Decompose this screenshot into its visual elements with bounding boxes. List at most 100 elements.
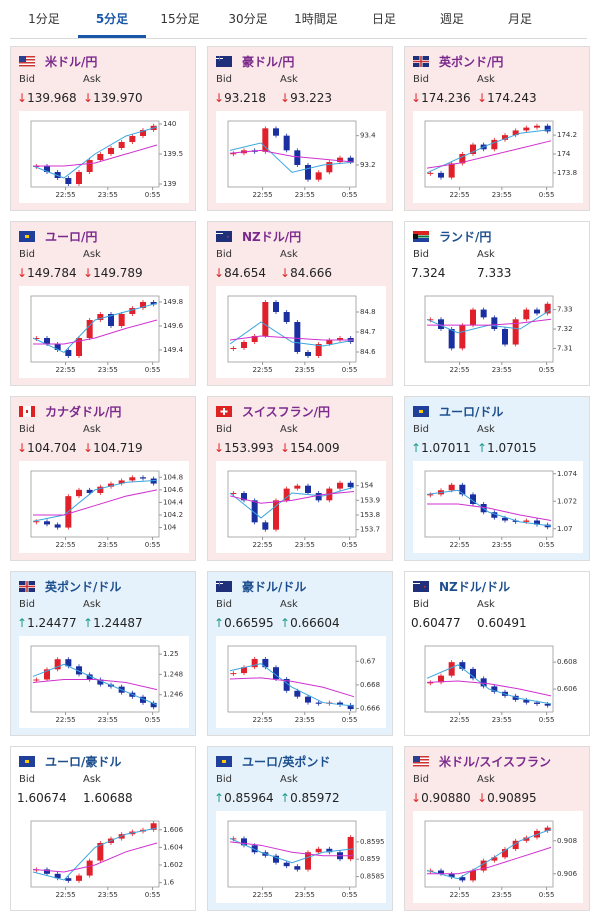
rate-card[interactable]: ユーロ/ドル Bid Ask ↑1.07011 ↑1.07015 1.07 1.072 1.0… xyxy=(404,396,590,561)
ask-price: 149.789 xyxy=(93,266,143,280)
x-tick-label: 0:55 xyxy=(342,191,358,199)
y-tick-label: 1.6 xyxy=(163,879,175,887)
rate-card[interactable]: 米ドル/円 Bid Ask ↓139.968 ↓139.970 139 139.5 140 22… xyxy=(10,46,196,211)
candle xyxy=(251,336,258,342)
x-tick-label: 22:55 xyxy=(449,541,469,549)
tab[interactable]: 5分足 xyxy=(78,0,146,38)
pair-name: NZドル/円 xyxy=(242,230,302,244)
y-tick-label: 174 xyxy=(557,150,571,158)
rate-card[interactable]: 英ポンド/円 Bid Ask ↓174.236 ↓174.243 173.8 174 174.… xyxy=(404,46,590,211)
rate-card[interactable]: NZドル/円 Bid Ask ↓84.654 ↓84.666 84.6 84.7 84.8 22… xyxy=(207,221,393,386)
tab[interactable]: 30分足 xyxy=(228,12,268,26)
y-tick-label: 0.859 xyxy=(360,855,380,863)
tab[interactable]: 月足 xyxy=(507,12,532,26)
plot-frame xyxy=(424,820,554,888)
flag-part xyxy=(25,235,29,238)
bid-label: Bid xyxy=(413,424,429,435)
flag xyxy=(216,231,232,242)
candle xyxy=(347,836,354,860)
ask-price: 104.719 xyxy=(93,441,143,455)
y-tick-label: 7.31 xyxy=(557,344,573,352)
x-tick-label: 23:55 xyxy=(295,541,315,549)
flag xyxy=(413,406,429,417)
moving-average xyxy=(426,664,552,705)
candle xyxy=(459,325,466,349)
bid-value: ↑1.07011 xyxy=(411,441,471,455)
tab[interactable]: 15分足 xyxy=(160,12,200,26)
x-tick-label: 0:55 xyxy=(342,716,358,724)
y-tick-label: 104.8 xyxy=(163,473,183,481)
flag xyxy=(19,581,35,592)
candle xyxy=(470,309,476,326)
rate-card[interactable]: 米ドル/スイスフラン Bid Ask ↓0.90880 ↓0.90895 0.906 0.9… xyxy=(404,746,590,911)
candle xyxy=(438,870,444,874)
y-tick-label: 84.7 xyxy=(360,328,376,336)
candle xyxy=(262,658,269,668)
candle xyxy=(273,667,279,679)
flag-part xyxy=(19,59,35,61)
candle xyxy=(480,309,487,318)
rate-card[interactable]: スイスフラン/円 Bid Ask ↓153.993 ↓154.009 153.7 153.8… xyxy=(207,396,393,561)
rate-card[interactable]: カナダドル/円 Bid Ask ↓104.704 ↓104.719 104 104.2 104… xyxy=(10,396,196,561)
bid-label: Bid xyxy=(216,424,232,435)
ask-value: ↑0.66604 xyxy=(280,616,340,630)
flag xyxy=(216,406,232,417)
rate-card[interactable]: ランド/円 Bid Ask 7.324 7.333 7.31 7.32 7.33 22:55 23… xyxy=(404,221,590,386)
bid-label: Bid xyxy=(19,599,35,610)
trend-arrow: ↑ xyxy=(477,441,488,455)
plot-frame xyxy=(227,470,357,538)
rate-card[interactable]: ユーロ/円 Bid Ask ↓149.784 ↓149.789 149.4 149.6 149… xyxy=(10,221,196,386)
rate-card[interactable]: ユーロ/英ポンド Bid Ask ↑0.85964 ↑0.85972 0.8585 0.85… xyxy=(207,746,393,911)
candle xyxy=(129,308,136,314)
y-tick-label: 0.668 xyxy=(360,681,380,689)
pair-name: NZドル/ドル xyxy=(439,580,511,594)
candle xyxy=(448,484,455,491)
x-tick-label: 0:55 xyxy=(342,541,358,549)
tab[interactable]: 日足 xyxy=(371,12,396,26)
x-tick-label: 22:55 xyxy=(55,366,75,374)
plot-frame xyxy=(227,645,357,713)
rate-card[interactable]: 豪ドル/ドル Bid Ask ↑0.66595 ↑0.66604 0.666 0.668 0.… xyxy=(207,571,393,736)
bid-price: 0.85964 xyxy=(224,791,274,805)
flag-part xyxy=(222,760,226,763)
pair-name: カナダドル/円 xyxy=(45,405,122,419)
candle xyxy=(347,157,354,163)
ask-label: Ask xyxy=(83,424,101,435)
y-tick-label: 149.4 xyxy=(163,346,184,354)
candle xyxy=(283,488,290,501)
candle xyxy=(44,338,50,344)
flag-part xyxy=(413,234,418,239)
trend-arrow: ↑ xyxy=(214,791,225,805)
bid-label: Bid xyxy=(413,599,429,610)
candle xyxy=(523,837,530,841)
rate-card[interactable]: 英ポンド/ドル Bid Ask ↑1.24477 ↑1.24487 1.246 1.248 1… xyxy=(10,571,196,736)
x-tick-label: 0:55 xyxy=(539,191,555,199)
candle xyxy=(251,658,258,668)
rate-card[interactable]: ユーロ/豪ドル Bid Ask 1.60674 1.60688 1.6 1.602 1.604… xyxy=(10,746,196,911)
bid-label: Bid xyxy=(216,774,232,785)
candle xyxy=(315,702,322,704)
candle xyxy=(262,128,269,152)
y-tick-label: 1.606 xyxy=(163,826,184,834)
moving-average xyxy=(427,318,552,326)
bid-value: ↓104.704 xyxy=(17,441,77,455)
moving-average xyxy=(229,486,355,519)
candle xyxy=(438,172,444,178)
bid-value: ↑0.85964 xyxy=(214,791,274,805)
flag-part xyxy=(26,410,28,413)
rate-card[interactable]: 豪ドル/円 Bid Ask ↓93.218 ↓93.223 93.2 93.4 22:55 23… xyxy=(207,46,393,211)
y-tick-label: 104.2 xyxy=(163,511,183,519)
flag-part xyxy=(413,762,429,764)
x-tick-label: 22:55 xyxy=(252,366,272,374)
y-tick-label: 174.2 xyxy=(557,131,577,139)
tab[interactable]: 1時間足 xyxy=(294,12,338,26)
y-tick-label: 139.5 xyxy=(163,150,183,158)
trend-arrow: ↓ xyxy=(17,91,28,105)
candle xyxy=(427,682,434,684)
bid-label: Bid xyxy=(216,249,232,260)
tab[interactable]: 1分足 xyxy=(28,12,60,26)
candle xyxy=(54,172,61,178)
plot-frame xyxy=(424,645,554,713)
rate-card[interactable]: NZドル/ドル Bid Ask 0.60477 0.60491 0.606 0.608 22:… xyxy=(404,571,590,736)
tab[interactable]: 週足 xyxy=(439,12,464,26)
